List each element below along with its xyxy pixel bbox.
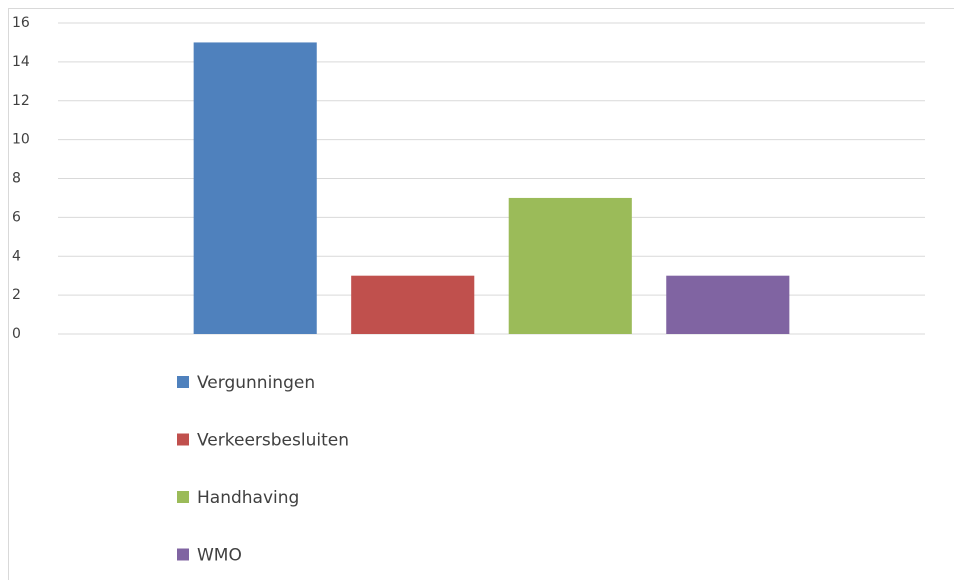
y-tick-label: 8 — [12, 171, 21, 187]
y-tick-label: 12 — [12, 93, 30, 109]
y-tick-label: 6 — [12, 209, 21, 225]
y-tick-label: 0 — [12, 326, 21, 342]
y-tick-label: 4 — [12, 248, 21, 264]
bar — [508, 197, 632, 334]
legend-swatch — [177, 491, 189, 503]
y-tick-label: 14 — [12, 54, 30, 70]
legend-label: Vergunningen — [197, 373, 315, 393]
chart-frame — [8, 8, 954, 580]
legend-swatch — [177, 548, 189, 561]
legend-label: Handhaving — [197, 488, 299, 508]
bar — [351, 275, 475, 334]
legend-swatch — [177, 376, 189, 388]
legend-label: Verkeersbesluiten — [197, 431, 349, 451]
legend-label: WMO — [197, 546, 242, 566]
legend-swatch — [177, 433, 189, 446]
bar — [193, 42, 317, 334]
y-tick-label: 10 — [12, 132, 30, 148]
y-tick-label: 2 — [12, 287, 21, 303]
y-tick-label: 16 — [12, 15, 30, 31]
bar — [666, 275, 790, 334]
